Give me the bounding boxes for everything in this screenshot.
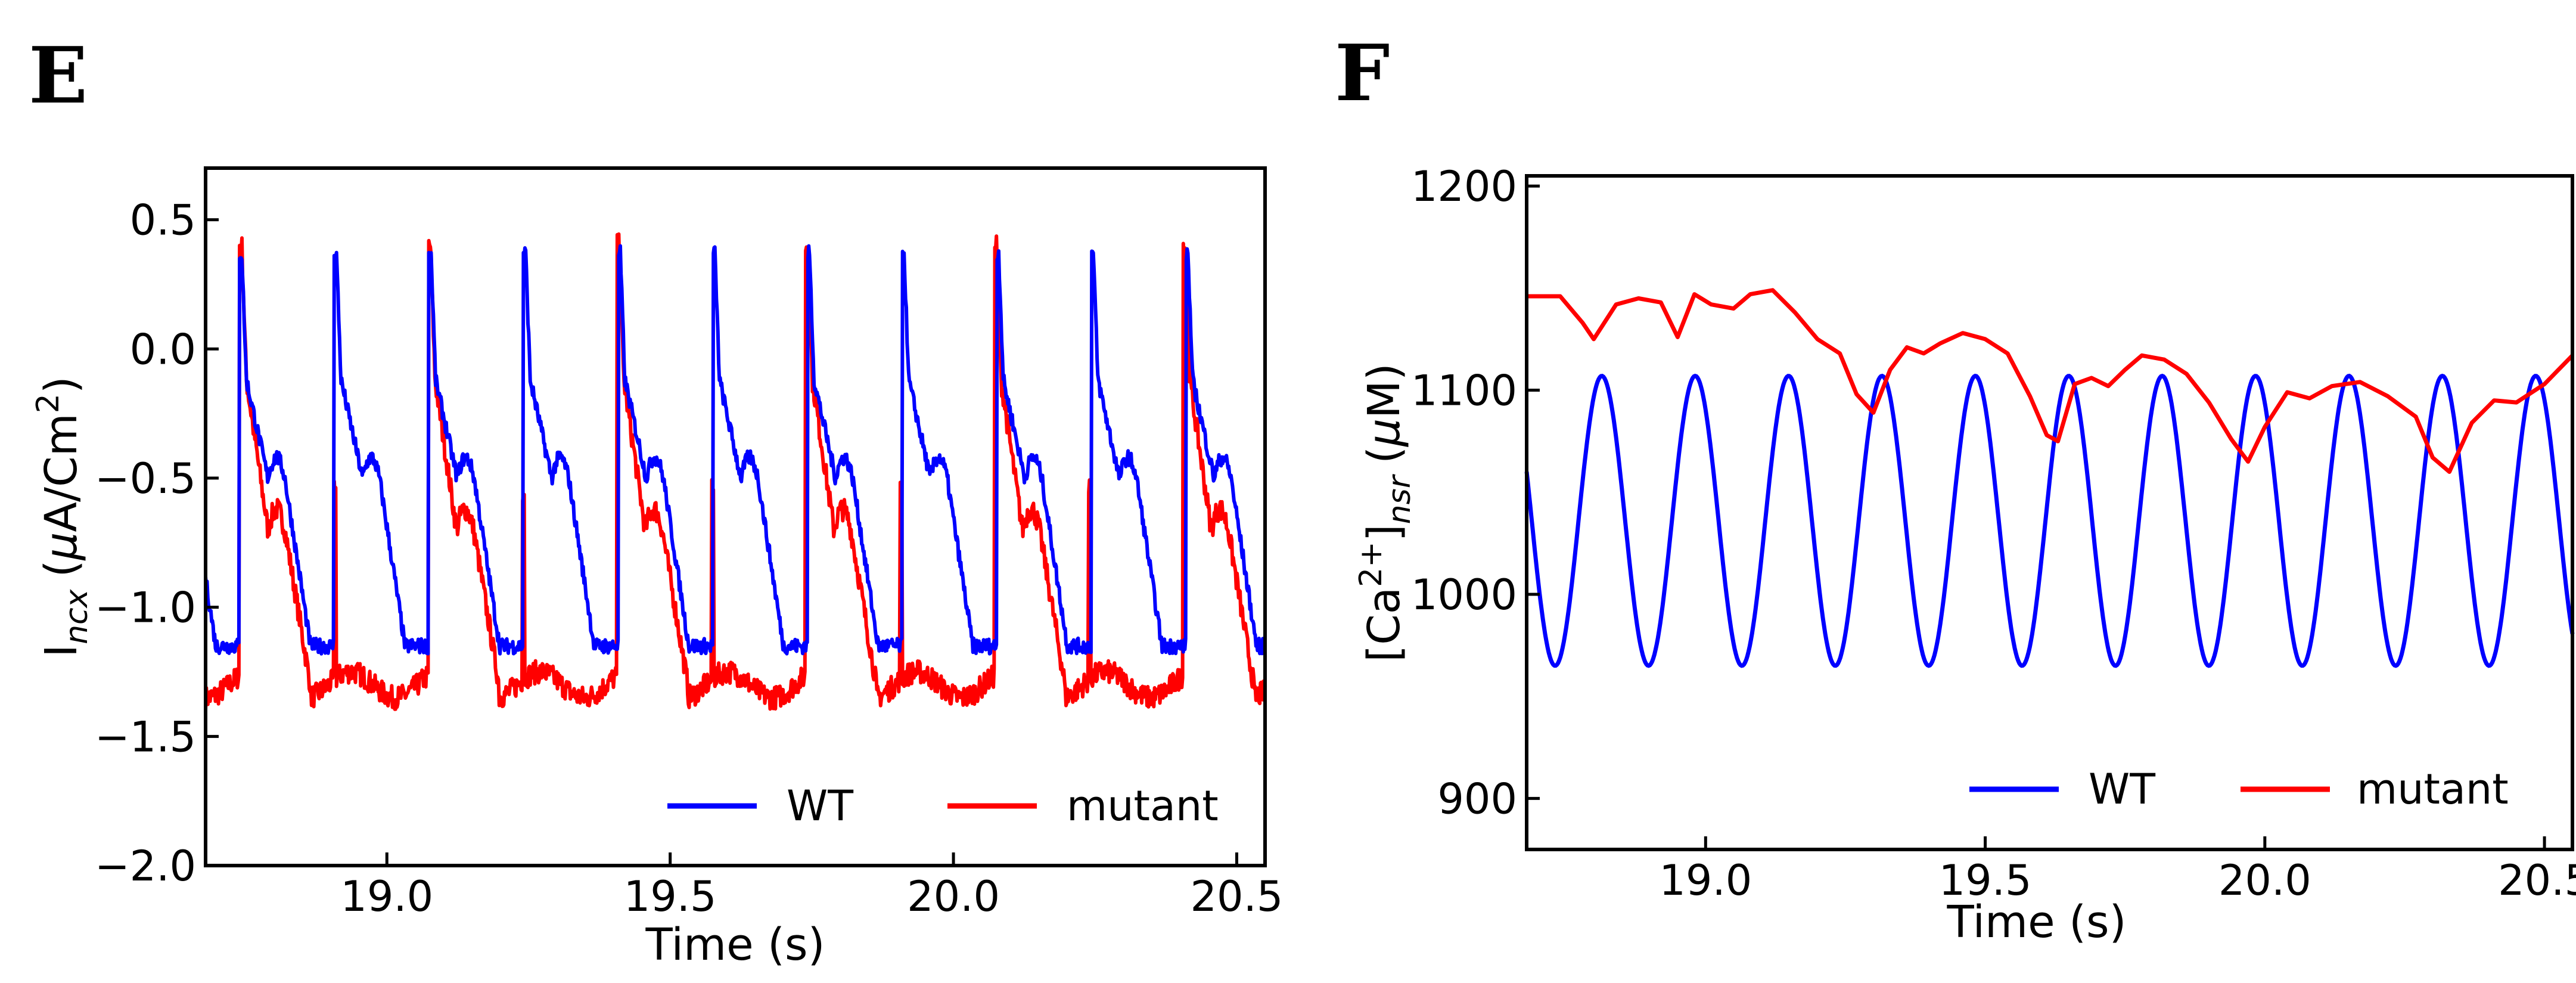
panel-e-y-tick-label: −1.0 [95,584,196,632]
panel-f: F 19.0 19.5 20.0 20.5 900 1000 1100 1200 Time (… [1335,27,2576,948]
panel-e-x-tick-label: 19.5 [624,872,717,921]
panel-f-y-tick-label: 1000 [1411,570,1517,619]
panel-e-y-label-open: ( [36,560,87,578]
panel-f-x-axis-label: Time (s) [1947,897,2127,948]
panel-e-legend-wt-label: WT [787,782,853,830]
panel-e-series-mutant-line [204,232,1267,711]
panel-e-y-tick-label: −0.5 [95,454,196,503]
panel-f-y-label-sup: 2+ [1353,541,1389,587]
panel-f-ticks: 19.0 19.5 20.0 20.5 900 1000 1100 1200 [1411,162,2576,905]
panel-f-y-label-unit: M) [1359,363,1410,418]
panel-f-y-label-open: [Ca [1359,587,1410,662]
panel-e-x-tick-label: 19.0 [340,872,433,921]
panel-f-plot-frame [1525,174,2574,851]
panel-e-ticks: 19.0 19.5 20.0 20.5 0.5 0.0 −0.5 −1.0 −1.5 −2.0 [95,196,1283,921]
panel-e-y-label-sub: ncx [59,588,95,644]
panel-f-y-tick-label: 900 [1437,774,1517,823]
panel-e-y-label-close: ) [36,376,87,393]
panel-f-series-mutant-line [1527,288,2574,474]
panel-f-x-tick-label: 20.5 [2498,856,2576,905]
panel-f-y-label-sub: nsr [1382,473,1418,524]
panel-e-y-axis-label: Incx (μA/Cm2) [30,376,95,657]
panel-e-y-label-sup: 2 [30,393,66,413]
panel-f-y-axis-label: [Ca2+]nsr (μM) [1353,363,1418,662]
panel-f-x-tick-label: 19.5 [1939,856,2032,905]
panel-f-y-tick-label: 1100 [1411,367,1517,415]
panel-f-y-label-unit-open: ( [1359,446,1410,464]
panel-e-lines [204,232,1267,711]
panel-f-x-tick-label: 19.0 [1659,856,1752,905]
panel-e-legend: WT mutant [667,782,1219,830]
panel-e-legend-mutant-label: mutant [1067,782,1219,830]
panel-f-y-label-mu: μ [1359,418,1410,447]
panel-f-legend-mutant-label: mutant [2357,765,2509,814]
panel-f-x-tick-label: 20.0 [2218,856,2311,905]
panel-e-y-tick-label: 0.0 [130,325,196,374]
panel-f-y-label-close: ] [1359,524,1410,541]
panel-e-y-tick-label: 0.5 [130,196,196,245]
panel-f-legend-wt-label: WT [2089,765,2155,814]
panel-e-series-wt-line [204,244,1267,656]
panel-f-y-tick-label: 1200 [1411,162,1517,211]
panel-e-x-tick-label: 20.5 [1191,872,1284,921]
panel-f-series-wt-line [1524,373,2575,668]
panel-letter-f: F [1335,27,1390,119]
panel-e-plot-frame [204,166,1267,867]
panel-e-x-tick-label: 20.0 [907,872,1000,921]
panel-e: E 19.0 19.5 20.0 20.5 0.5 0.0 −0.5 −1.0 −1.5 −2.0… [29,30,1283,970]
panel-e-y-label-unit: A/Cm [36,413,87,532]
panel-f-legend: WT mutant [1969,765,2509,814]
panel-e-y-tick-label: −1.5 [95,712,196,761]
panel-e-y-label-main: I [36,644,87,658]
panel-e-y-label-mu: μ [36,532,87,561]
panel-letter-e: E [29,30,88,121]
panel-f-lines [1524,288,2575,668]
panel-e-x-axis-label: Time (s) [645,919,825,970]
panel-e-y-tick-label: −2.0 [95,842,196,891]
